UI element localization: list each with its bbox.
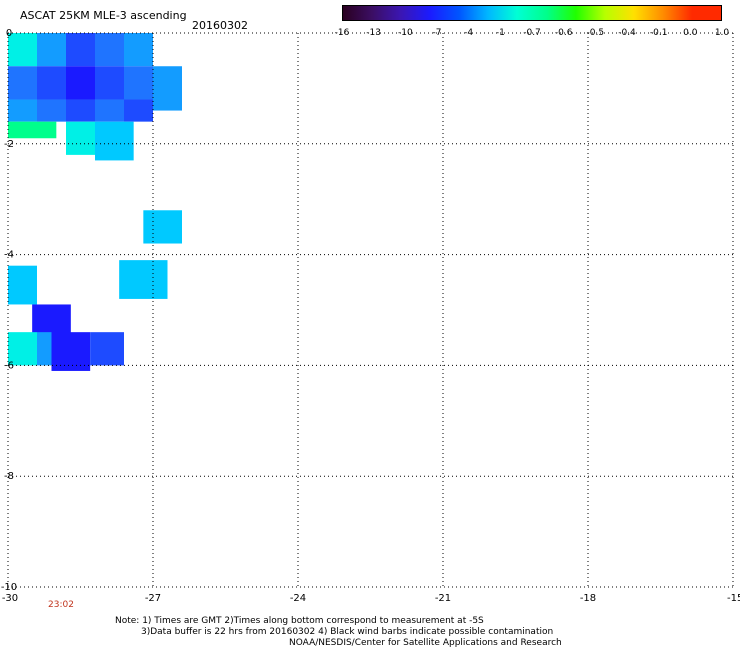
wind-cell <box>90 332 124 366</box>
colorbar-label: -0.7 <box>523 28 541 38</box>
wind-cell <box>37 33 66 67</box>
wind-cell <box>8 99 37 122</box>
wind-cell <box>124 99 153 122</box>
x-tick-label: -30 <box>2 593 18 604</box>
x-tick-label: -15 <box>727 593 740 604</box>
wind-cell <box>51 332 91 371</box>
colorbar-label: -16 <box>334 28 350 38</box>
grid-lines <box>7 32 734 588</box>
wind-cell <box>66 99 95 122</box>
colorbar <box>342 5 722 21</box>
colorbar-label: -4 <box>464 28 474 38</box>
colorbar-label: -0.5 <box>586 28 605 38</box>
wind-cell <box>66 66 95 100</box>
colorbar-segment <box>459 6 489 20</box>
x-tick-label: -24 <box>290 593 306 604</box>
x-tick-label: -18 <box>580 593 596 604</box>
wind-cell <box>37 332 52 366</box>
note-line-1: Note: 1) Times are GMT 2)Times along bot… <box>115 616 484 626</box>
colorbar-segment <box>633 6 663 20</box>
y-tick-label: -2 <box>4 139 14 150</box>
colorbar-label: -10 <box>397 28 413 38</box>
wind-cell <box>37 66 66 100</box>
note-line-3: NOAA/NESDIS/Center for Satellite Applica… <box>289 638 562 648</box>
colorbar-segment <box>343 6 373 20</box>
x-tick-label: -27 <box>145 593 161 604</box>
colorbar-label: -1 <box>495 28 505 38</box>
wind-cell <box>95 66 124 100</box>
wind-cell <box>66 121 95 155</box>
wind-cell <box>8 33 37 67</box>
colorbar-labels: -16 -13 -10 -7 -4 -1 -0.7 -0.6 -0.5 -0.4 -0.1 0.0 1.… <box>335 28 730 40</box>
colorbar-segment <box>372 6 402 20</box>
wind-cell <box>119 260 168 299</box>
colorbar-label: 0.0 <box>683 28 698 38</box>
wind-cell <box>8 265 37 305</box>
wind-cell <box>143 210 182 244</box>
colorbar-label: 1.0 <box>714 28 730 38</box>
colorbar-segment <box>401 6 431 20</box>
wind-cell <box>8 66 37 100</box>
wind-cell <box>95 33 124 67</box>
y-tick-label: 0 <box>6 28 12 39</box>
y-tick-label: -6 <box>4 360 14 371</box>
wind-cell <box>124 66 153 100</box>
colorbar-label: -0.1 <box>649 28 668 38</box>
wind-cell <box>95 121 134 161</box>
wind-cell <box>8 121 57 139</box>
x-tick-label: -21 <box>435 593 451 604</box>
wind-cell <box>32 304 71 338</box>
wind-cell <box>95 99 124 122</box>
time-label: 23:02 <box>48 600 74 610</box>
colorbar-segment <box>604 6 634 20</box>
colorbar-segment <box>488 6 518 20</box>
wind-cell <box>37 99 66 122</box>
wind-cell <box>124 33 153 67</box>
y-tick-label: -10 <box>1 582 17 593</box>
colorbar-segment <box>517 6 547 20</box>
y-tick-label: -4 <box>4 250 14 261</box>
y-tick-label: -8 <box>4 471 14 482</box>
wind-cell <box>153 66 182 111</box>
chart-date: 20160302 <box>192 19 248 32</box>
colorbar-label: -0.6 <box>554 28 573 38</box>
axis-tick-labels: -30 -27 -24 -21 -18 -15 0 -2 -4 -6 -8 -10 <box>1 28 740 604</box>
colorbar-segment <box>662 6 692 20</box>
colorbar-segment <box>691 6 722 20</box>
colorbar-segment <box>430 6 460 20</box>
colorbar-segment <box>575 6 605 20</box>
colorbar-segment <box>546 6 576 20</box>
colorbar-label: -13 <box>366 28 382 38</box>
note-line-2: 3)Data buffer is 22 hrs from 20160302 4)… <box>141 627 554 637</box>
chart-title: ASCAT 25KM MLE-3 ascending <box>20 9 187 22</box>
colorbar-label: -0.4 <box>618 28 636 38</box>
colorbar-label: -7 <box>432 28 442 38</box>
data-swath-cells <box>8 33 182 371</box>
wind-cell <box>8 332 37 366</box>
wind-cell <box>66 33 95 67</box>
